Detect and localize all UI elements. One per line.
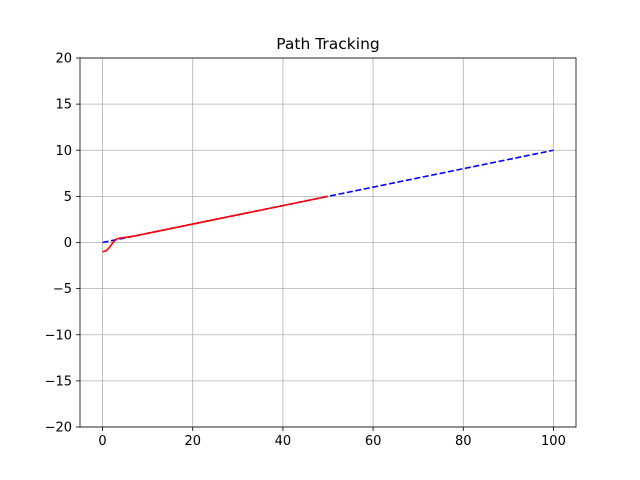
- plot-series: [102, 149, 554, 253]
- y-tick-label: 10: [55, 144, 72, 159]
- y-tick-label: 20: [55, 52, 72, 67]
- y-tick-label: −20: [45, 421, 72, 436]
- tracked-path-line: [102, 195, 329, 253]
- axis-ticks: 0 20 40 60 80 100 −20 −15 −10 −5 0 5 10 15 20: [45, 52, 566, 450]
- x-tick-label: 20: [184, 434, 201, 449]
- reference-path-line: [102, 149, 554, 244]
- x-tick-label: 100: [541, 434, 566, 449]
- y-tick-label: 0: [64, 236, 72, 251]
- y-tick-label: 15: [55, 98, 72, 113]
- x-tick-label: 0: [98, 434, 106, 449]
- y-tick-label: −5: [53, 282, 72, 297]
- grid-lines: [80, 57, 576, 428]
- x-tick-label: 60: [365, 434, 382, 449]
- chart-title: Path Tracking: [276, 35, 380, 53]
- y-tick-label: −15: [45, 374, 72, 389]
- x-tick-label: 80: [455, 434, 472, 449]
- y-tick-label: −10: [45, 328, 72, 343]
- y-tick-label: 5: [64, 190, 72, 205]
- x-tick-label: 40: [275, 434, 292, 449]
